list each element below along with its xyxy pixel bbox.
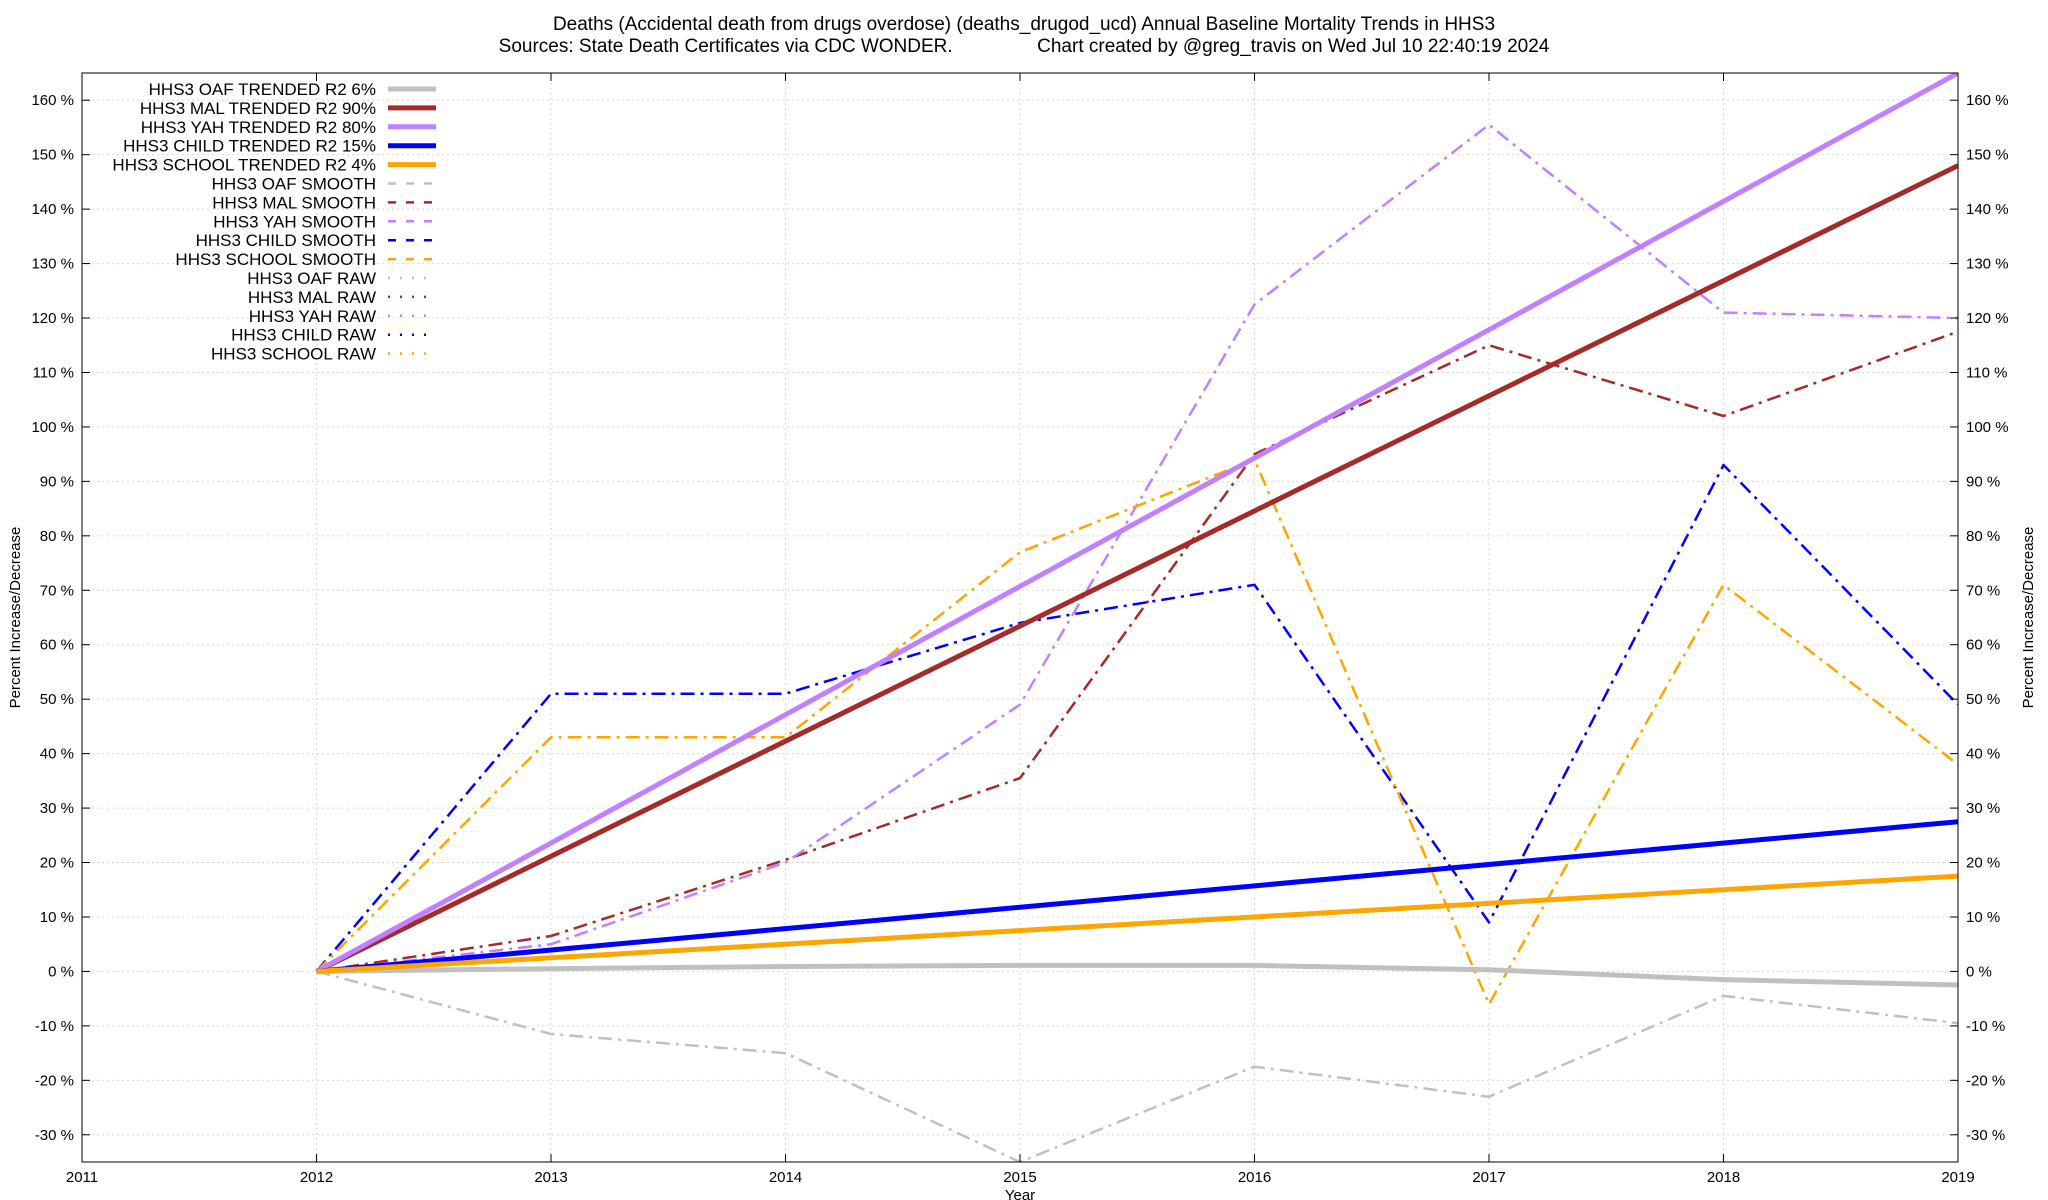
x-tick-label: 2018 [1707,1169,1740,1186]
sources-text: Sources: State Death Certificates via CD… [498,36,953,57]
x-tick-label: 2019 [1941,1169,1974,1186]
y-axis-label: Percent Increase/Decrease [7,527,24,709]
legend-label: HHS3 SCHOOL SMOOTH [175,250,376,269]
y2-tick-label: 110 % [1966,364,2007,381]
y-tick-label: -10 % [35,1018,74,1035]
y-tick-label: 110 % [33,364,74,381]
legend-label: HHS3 SCHOOL RAW [211,345,376,364]
y2-tick-label: 160 % [1966,92,2009,109]
y-tick-label: 160 % [31,92,74,109]
y2-axis-label: Percent Increase/Decrease [2020,527,2037,709]
legend-label: HHS3 CHILD SMOOTH [196,231,376,250]
series-layer [315,73,1958,1162]
credit-text: Chart created by @greg_travis on Wed Jul… [1037,36,1550,57]
x-tick-label: 2016 [1238,1169,1271,1186]
y-tick-label: 70 % [40,582,74,599]
y2-tick-label: 70 % [1966,582,2000,599]
legend-label: HHS3 CHILD RAW [231,326,376,345]
legend-label: HHS3 MAL SMOOTH [212,193,376,212]
y2-tick-label: 90 % [1966,473,2000,490]
y2-tick-label: 20 % [1966,855,2000,872]
y-tick-label: 20 % [40,855,74,872]
y-tick-label: 80 % [40,528,74,545]
legend-label: HHS3 YAH RAW [249,307,376,326]
series-line-child-trended [316,819,1958,974]
y-tick-label: 30 % [40,800,74,817]
y-tick-label: 140 % [31,201,74,218]
series-line-yah-smooth [316,123,1958,973]
chart-title: Deaths (Accidental death from drugs over… [552,14,1496,35]
legend-label: HHS3 CHILD TRENDED R2 15% [123,137,376,156]
series-line-school-trended [316,873,1958,974]
y-tick-label: 120 % [31,310,74,327]
x-tick-label: 2014 [769,1169,802,1186]
chart-subtitle: Sources: State Death Certificates via CD… [0,36,2048,58]
y-tick-label: 130 % [31,256,74,273]
series-line-school-smooth [315,458,1958,1006]
legend-label: HHS3 YAH SMOOTH [213,212,376,231]
grid-lines [82,73,1958,1162]
series-line-oaf-trended [316,962,1958,988]
legend-label: HHS3 MAL TRENDED R2 90% [140,99,376,118]
y2-tick-label: 80 % [1966,528,2000,545]
y-tick-label: 100 % [31,419,74,436]
legend-label: HHS3 YAH TRENDED R2 80% [141,118,376,137]
y2-tick-label: -20 % [1966,1072,2005,1089]
x-tick-label: 2012 [300,1169,333,1186]
y2-tick-label: 150 % [1966,147,2009,164]
y2-tick-label: 40 % [1966,746,2000,763]
series-line-yah-trended [315,73,1958,974]
legend: HHS3 OAF TRENDED R2 6%HHS3 MAL TRENDED R… [112,80,436,364]
y2-tick-label: 140 % [1966,201,2009,218]
y2-tick-label: 30 % [1966,800,2000,817]
legend-label: HHS3 OAF RAW [247,269,376,288]
x-axis-label: Year [1005,1187,1035,1200]
legend-label: HHS3 OAF SMOOTH [212,175,376,194]
x-tick-label: 2015 [1003,1169,1036,1186]
y2-tick-label: 100 % [1966,419,2009,436]
axis-ticks: 2011 2012 2013 2014 2015 2016 2017 2018 2019 -30 … [31,73,2009,1186]
series-line-child-smooth [315,463,1958,973]
y-tick-label: 90 % [40,473,74,490]
y2-tick-label: 60 % [1966,637,2000,654]
y-tick-label: 10 % [40,909,74,926]
y2-tick-label: 10 % [1966,909,2000,926]
legend-label: HHS3 MAL RAW [248,288,376,307]
y-tick-label: 50 % [40,691,74,708]
x-tick-label: 2017 [1472,1169,1505,1186]
series-line-mal-smooth [316,330,1958,973]
x-tick-label: 2013 [534,1169,567,1186]
y-tick-label: -20 % [35,1072,74,1089]
legend-label: HHS3 SCHOOL TRENDED R2 4% [112,156,376,175]
y-tick-label: 0 % [48,963,74,980]
y-tick-label: -30 % [35,1127,74,1144]
y2-tick-label: 120 % [1966,310,2009,327]
y-tick-label: 40 % [40,746,74,763]
legend-label: HHS3 OAF TRENDED R2 6% [149,80,376,99]
y-tick-label: 60 % [40,637,74,654]
y2-tick-label: 130 % [1966,256,2009,273]
y-tick-label: 150 % [31,147,74,164]
x-tick-label: 2011 [66,1169,98,1186]
series-line-mal-trended [315,163,1958,974]
y2-tick-label: 50 % [1966,691,2000,708]
y2-tick-label: -10 % [1966,1018,2005,1035]
y2-tick-label: -30 % [1966,1127,2005,1144]
y2-tick-label: 0 % [1966,963,1992,980]
series-line-oaf-smooth [316,970,1958,1162]
